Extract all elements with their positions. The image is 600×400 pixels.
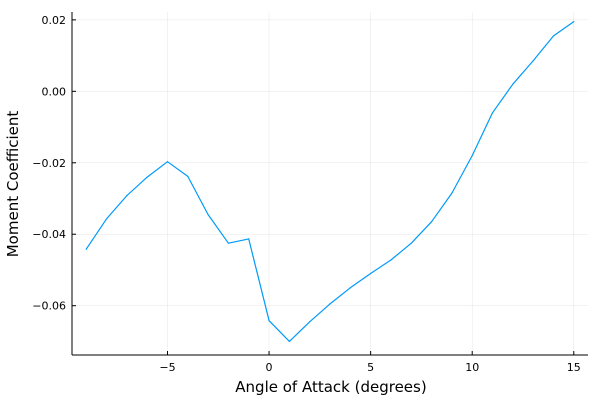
data-point [491,112,494,114]
data-point [248,238,250,240]
data-point [85,248,87,250]
x-tick-label: 0 [266,361,273,374]
data-point [146,176,148,178]
data-point [349,287,351,289]
data-point [187,175,189,177]
data-point [105,218,108,220]
data-point [451,192,453,194]
data-point [573,21,575,23]
y-tick-label: −0.06 [32,300,66,313]
x-tick-label: −5 [159,361,175,374]
axes [71,12,588,356]
data-point [532,60,534,62]
tick-layer: −5 0 5 10 15 −0.06 −0.04 −0.02 0.00 0.02 [32,14,580,374]
x-tick-label: 10 [465,361,479,374]
data-point [207,213,209,216]
y-axis-title: Moment Coefficient [4,111,22,258]
data-point [309,321,311,323]
data-point [166,161,169,163]
data-point [512,83,514,85]
data-point [329,303,331,305]
data-point [370,272,372,275]
y-tick-label: 0.00 [42,85,67,98]
data-point [471,155,473,157]
x-tick-label: 5 [367,361,374,374]
data-point [288,340,290,343]
data-point [552,35,555,37]
x-tick-label: 15 [567,361,581,374]
data-point [126,195,128,197]
series-layer [85,21,575,343]
data-point [268,320,270,322]
grid [72,12,588,355]
y-tick-label: −0.04 [32,228,66,241]
data-point [410,242,412,244]
y-tick-label: −0.02 [32,157,66,170]
series-line [85,21,575,342]
data-point [390,259,392,261]
y-tick-label: 0.02 [42,14,67,27]
data-point [430,221,433,223]
x-axis-title: Angle of Attack (degrees) [235,378,426,396]
data-point [227,242,230,244]
